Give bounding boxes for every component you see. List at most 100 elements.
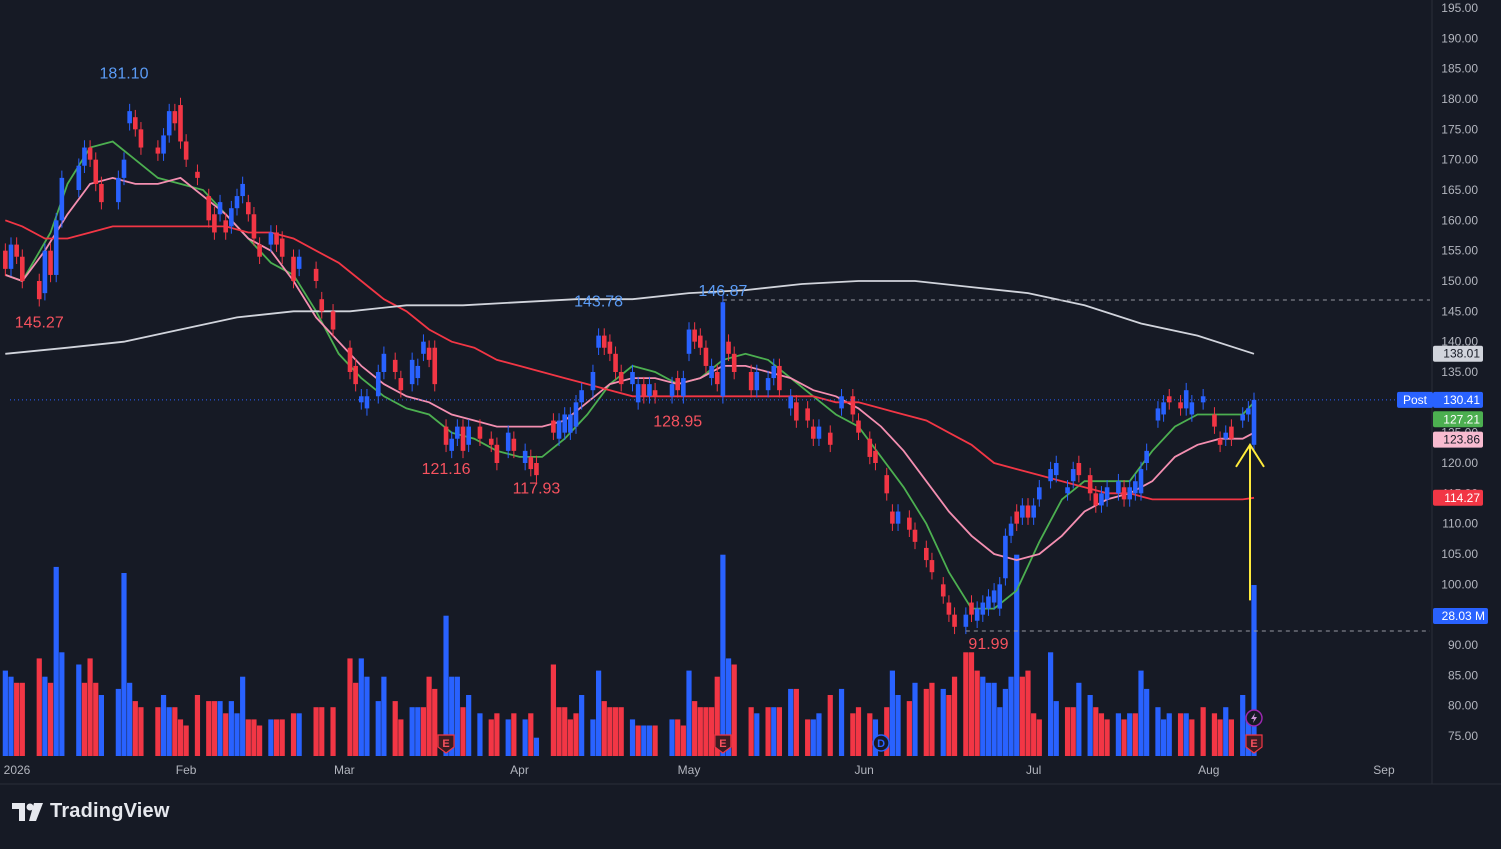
volume-bar [166, 707, 172, 756]
candle-body [1200, 396, 1206, 403]
ma-fast-badge-box [1433, 411, 1483, 428]
candle-body [652, 390, 658, 397]
dividend-marker-icon [872, 734, 890, 752]
candle-body [511, 438, 517, 451]
y-tick-label: 180.00 [1441, 92, 1478, 106]
volume-bar [1166, 713, 1172, 756]
volume-bar [675, 719, 681, 756]
low-label: 128.95 [653, 414, 702, 431]
candle-body [952, 614, 957, 627]
candle-body [1099, 493, 1104, 506]
candle-body [686, 329, 692, 354]
volume-bar [1070, 707, 1076, 756]
candle-body [940, 584, 946, 597]
candle-body [313, 268, 319, 281]
x-tick-label: May [678, 763, 701, 777]
volume-bar [358, 658, 364, 756]
candle-body [562, 414, 567, 433]
volume-bar [601, 701, 607, 756]
candle-body [212, 214, 217, 233]
volume-bar [1031, 713, 1037, 756]
candle-body [229, 208, 234, 227]
volume-bar [59, 652, 65, 756]
earnings-marker-icon [437, 734, 455, 754]
volume-bar [81, 682, 88, 756]
candle-body [596, 335, 601, 348]
volume-bar [629, 719, 636, 756]
volume-bar [115, 688, 121, 756]
candle-body [466, 426, 471, 445]
volume-bar [251, 719, 257, 756]
candle-body [1189, 402, 1195, 415]
candle-body [1020, 505, 1025, 518]
volume-bar [838, 688, 845, 756]
candle-body [1161, 402, 1166, 415]
candle-body [765, 378, 771, 391]
volume-bar [652, 725, 658, 756]
candle-body [991, 590, 997, 603]
volume-bar [951, 676, 958, 756]
volume-bar [1053, 701, 1059, 756]
volume-bar [686, 670, 692, 756]
candle-body [873, 450, 878, 463]
candle-body [522, 450, 528, 463]
volume-bar [1127, 713, 1133, 756]
event-marker: D [872, 734, 890, 752]
volume-bar [618, 707, 624, 756]
candle-body [568, 414, 573, 433]
volume-bar [590, 719, 596, 756]
y-tick-label: 85.00 [1448, 668, 1478, 682]
volume-bar [381, 676, 387, 756]
candle-body [641, 384, 647, 397]
x-tick-label: Feb [176, 763, 197, 777]
candle-body [381, 353, 387, 372]
candle-body [375, 372, 381, 397]
candle-body [969, 602, 974, 615]
volume-bar [14, 682, 20, 756]
candle-body [929, 560, 935, 573]
candle-body [1251, 399, 1257, 445]
volume-bar [1251, 585, 1257, 756]
volume-bar [420, 707, 427, 756]
candle-body [1014, 511, 1019, 524]
volume-bar [1014, 554, 1020, 756]
volume-bar [160, 695, 167, 756]
earnings-marker-icon [1245, 734, 1263, 754]
candle-body [1212, 414, 1217, 427]
tradingview-logo[interactable]: TradingView [12, 800, 170, 823]
volume-bar [946, 695, 952, 756]
candle-body [133, 117, 138, 130]
event-marker: E [437, 734, 455, 754]
y-tick-label: 75.00 [1448, 729, 1478, 743]
volume-bar [1093, 707, 1099, 756]
candle-body [675, 378, 680, 391]
volume-bar [1115, 713, 1121, 756]
candle-body [234, 196, 240, 209]
volume-bar [183, 725, 189, 756]
volume-bar [895, 695, 901, 756]
volume-bar [906, 701, 912, 756]
y-tick-label: 160.00 [1441, 213, 1478, 227]
low-label: 91.99 [968, 636, 1008, 653]
volume-bar [279, 719, 285, 756]
candle-body [681, 378, 686, 397]
candle-body [601, 335, 607, 348]
volume-bar [550, 664, 556, 756]
candle-body [99, 183, 104, 203]
volume-bar [793, 688, 799, 756]
moving-average-line [4, 219, 1255, 501]
y-tick-label: 195.00 [1441, 1, 1478, 15]
volume-bar [1025, 670, 1031, 756]
volume-bar [1104, 719, 1110, 756]
volume-bar [375, 701, 381, 756]
candle-body [579, 390, 584, 403]
y-tick-label: 80.00 [1448, 699, 1478, 713]
candle-body [1178, 402, 1183, 409]
arrow-head-icon [1235, 443, 1265, 468]
volume-bar [234, 713, 240, 756]
ma-long-badge-box [1433, 345, 1483, 362]
volume-bar [138, 707, 144, 756]
